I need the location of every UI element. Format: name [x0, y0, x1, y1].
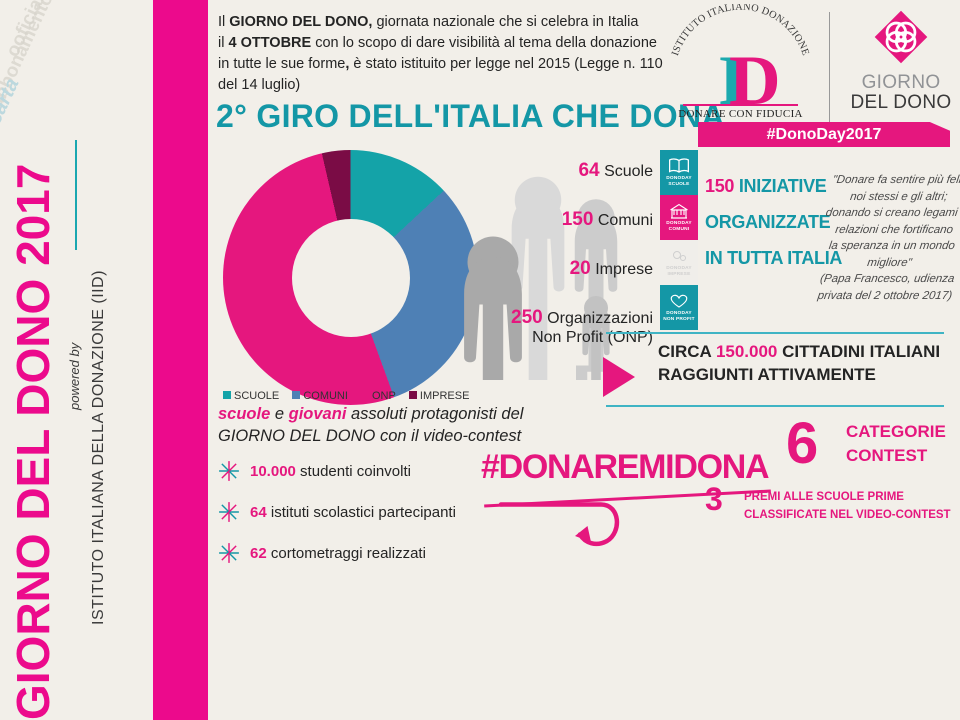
svg-text:D: D: [729, 41, 781, 104]
